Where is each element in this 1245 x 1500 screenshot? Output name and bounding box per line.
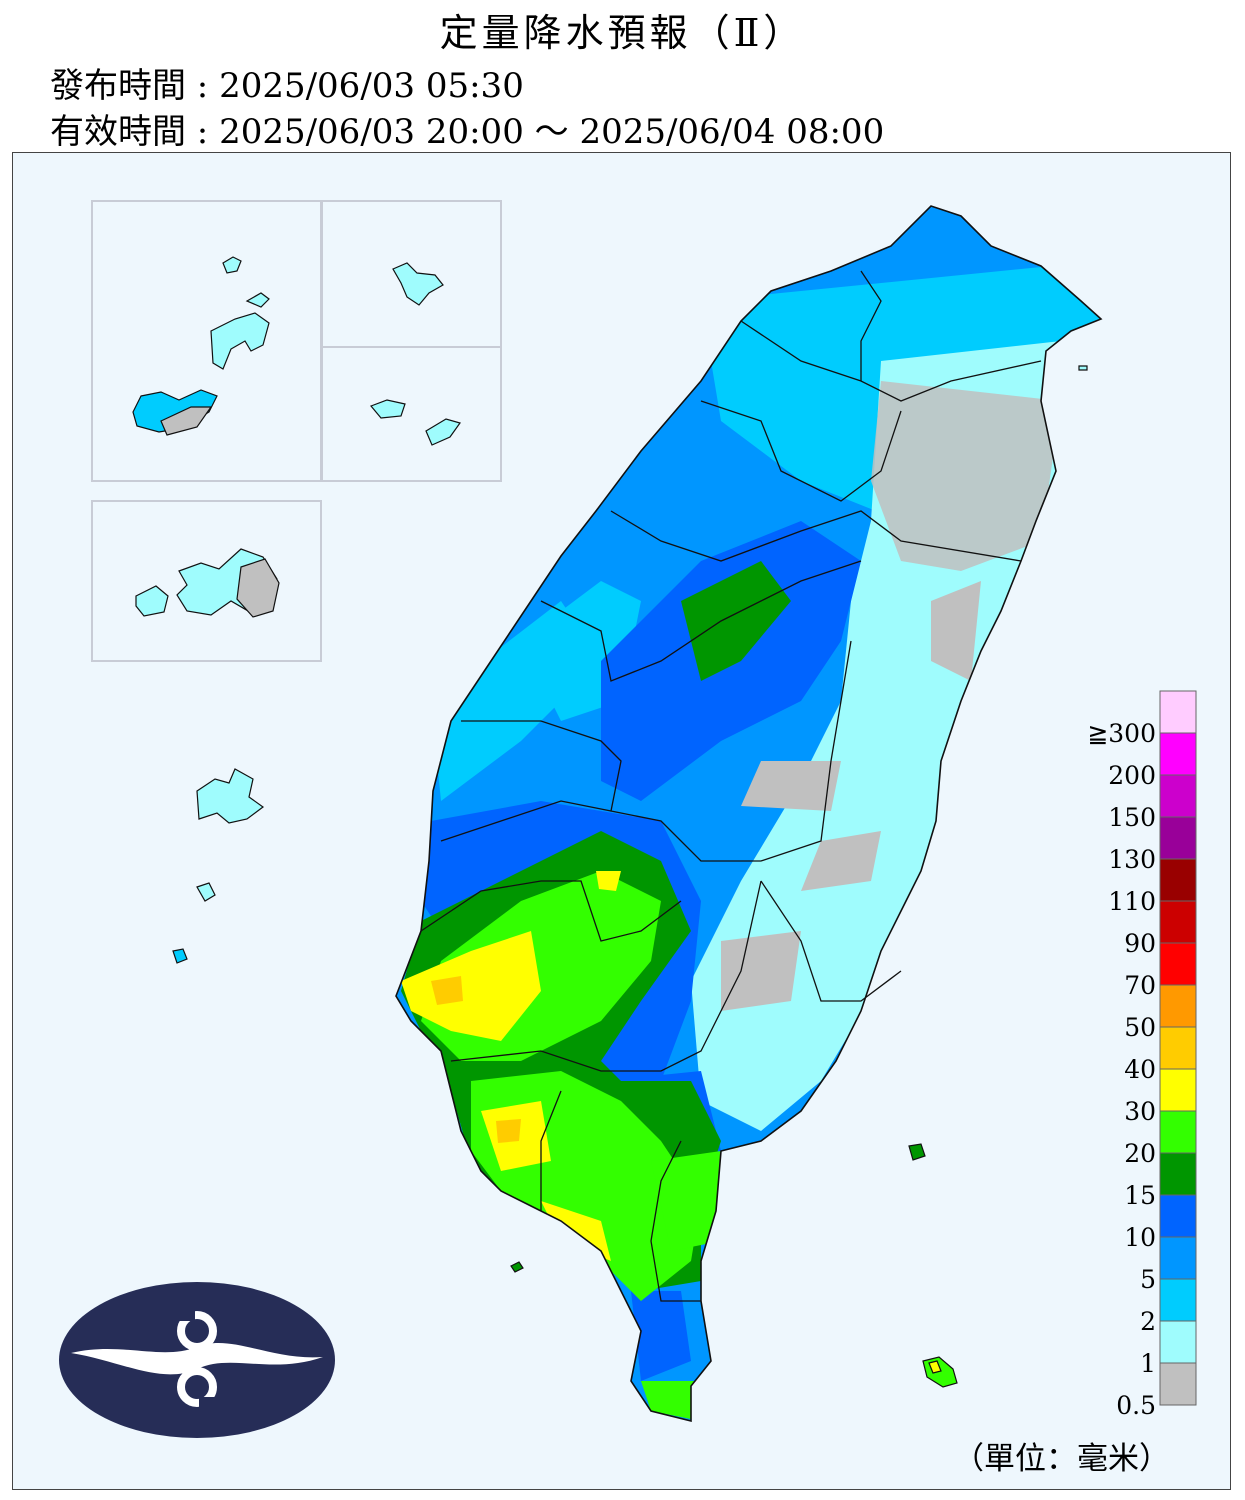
legend-label: 0.5 bbox=[1116, 1391, 1156, 1420]
legend-label: 110 bbox=[1108, 887, 1156, 916]
legend-label: ≧300 bbox=[1087, 719, 1156, 748]
map-frame: 0.5 1 2 5 10 15 20 30 40 50 70 90 110 130 150 200 ≧300 （… bbox=[12, 152, 1231, 1490]
legend-swatch bbox=[1159, 1110, 1197, 1154]
legend-label: 200 bbox=[1108, 761, 1156, 790]
legend-label: 2 bbox=[1140, 1307, 1156, 1336]
legend-swatch bbox=[1159, 1152, 1197, 1196]
taiwan-outline bbox=[395, 205, 1103, 1423]
legend-swatch bbox=[1159, 1236, 1197, 1280]
legend-label: 90 bbox=[1124, 929, 1156, 958]
legend-label: 1 bbox=[1140, 1349, 1156, 1378]
legend-label: 130 bbox=[1108, 845, 1156, 874]
legend-swatch bbox=[1159, 690, 1197, 734]
legend-swatch bbox=[1159, 1362, 1197, 1406]
legend-color-bar: 0.5 1 2 5 10 15 20 30 40 50 70 90 110 130 150 200 ≧300 bbox=[1087, 690, 1197, 1420]
county-boundaries bbox=[420, 270, 1042, 1302]
legend-swatch bbox=[1159, 1026, 1197, 1070]
legend-label: 5 bbox=[1140, 1265, 1156, 1294]
inset-kinmen bbox=[91, 500, 322, 662]
legend-swatch bbox=[1159, 1068, 1197, 1112]
inset-penghu bbox=[91, 200, 322, 482]
cwa-logo bbox=[59, 1282, 335, 1438]
legend-swatch bbox=[1159, 732, 1197, 776]
legend-label: 30 bbox=[1124, 1097, 1156, 1126]
legend-swatch bbox=[1159, 900, 1197, 944]
inset-matsu-south bbox=[321, 346, 502, 482]
legend-label: 150 bbox=[1108, 803, 1156, 832]
map-title: 定量降水預報（Ⅱ） bbox=[439, 11, 806, 55]
legend-swatch bbox=[1159, 1194, 1197, 1238]
inset-panels bbox=[91, 200, 502, 662]
legend-label: 10 bbox=[1124, 1223, 1156, 1252]
legend-swatch bbox=[1159, 1320, 1197, 1364]
legend-label: 40 bbox=[1124, 1055, 1156, 1084]
inset-islands bbox=[132, 256, 461, 964]
southeast-islands bbox=[510, 365, 1088, 1388]
map-canvas: 0.5 1 2 5 10 15 20 30 40 50 70 90 110 130 150 200 ≧300 bbox=[59, 200, 1197, 1438]
issue-time: 發布時間 : 2025/06/03 05:30 bbox=[50, 66, 524, 106]
legend-swatch bbox=[1159, 942, 1197, 986]
legend-label: 15 bbox=[1124, 1181, 1156, 1210]
legend-swatch bbox=[1159, 858, 1197, 902]
legend-swatch bbox=[1159, 1278, 1197, 1322]
legend-swatch bbox=[1159, 816, 1197, 860]
legend-swatch bbox=[1159, 984, 1197, 1028]
rainfall-layers bbox=[396, 206, 1101, 1421]
legend-unit-label: （單位：毫米） bbox=[953, 1441, 1170, 1477]
valid-time: 有效時間 : 2025/06/03 20:00 ～ 2025/06/04 08:… bbox=[50, 112, 885, 152]
legend-label: 20 bbox=[1124, 1139, 1156, 1168]
legend-label: 50 bbox=[1124, 1013, 1156, 1042]
legend-label: 70 bbox=[1124, 971, 1156, 1000]
legend-swatch bbox=[1159, 774, 1197, 818]
